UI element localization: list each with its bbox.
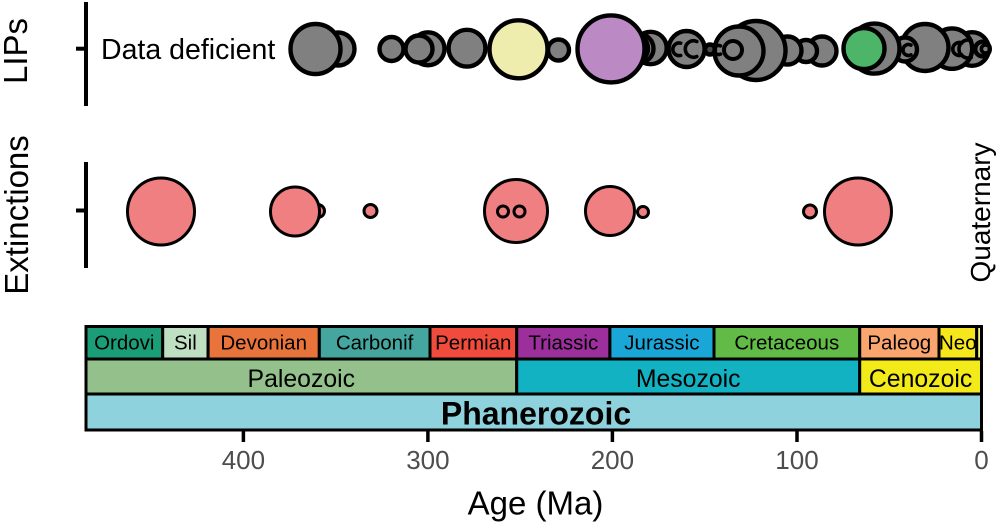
svg-text:Phanerozoic: Phanerozoic bbox=[441, 396, 631, 432]
svg-text:Extinctions: Extinctions bbox=[0, 135, 35, 295]
svg-text:Jurassic: Jurassic bbox=[624, 332, 699, 355]
svg-text:200: 200 bbox=[591, 445, 634, 475]
svg-text:Paleozoic: Paleozoic bbox=[248, 366, 356, 393]
svg-text:Ordovi: Ordovi bbox=[94, 332, 154, 355]
svg-text:Neo: Neo bbox=[939, 332, 977, 355]
svg-text:Age (Ma): Age (Ma) bbox=[468, 485, 604, 522]
svg-text:Sil: Sil bbox=[174, 332, 197, 355]
svg-text:Cenozoic: Cenozoic bbox=[869, 366, 972, 393]
svg-text:Permian: Permian bbox=[435, 332, 511, 355]
svg-text:Cretaceous: Cretaceous bbox=[734, 332, 839, 355]
svg-text:0: 0 bbox=[974, 445, 988, 475]
svg-text:400: 400 bbox=[222, 445, 265, 475]
svg-text:Quaternary: Quaternary bbox=[965, 142, 996, 282]
svg-text:Carbonif: Carbonif bbox=[336, 332, 414, 355]
svg-text:Triassic: Triassic bbox=[528, 332, 598, 355]
svg-text:LIPs: LIPs bbox=[0, 18, 34, 84]
svg-text:Mesozoic: Mesozoic bbox=[636, 366, 741, 393]
svg-text:300: 300 bbox=[406, 445, 449, 475]
svg-text:100: 100 bbox=[775, 445, 818, 475]
svg-text:Paleog: Paleog bbox=[867, 332, 931, 355]
svg-text:Devonian: Devonian bbox=[220, 332, 307, 355]
svg-text:Data deficient: Data deficient bbox=[101, 34, 275, 66]
